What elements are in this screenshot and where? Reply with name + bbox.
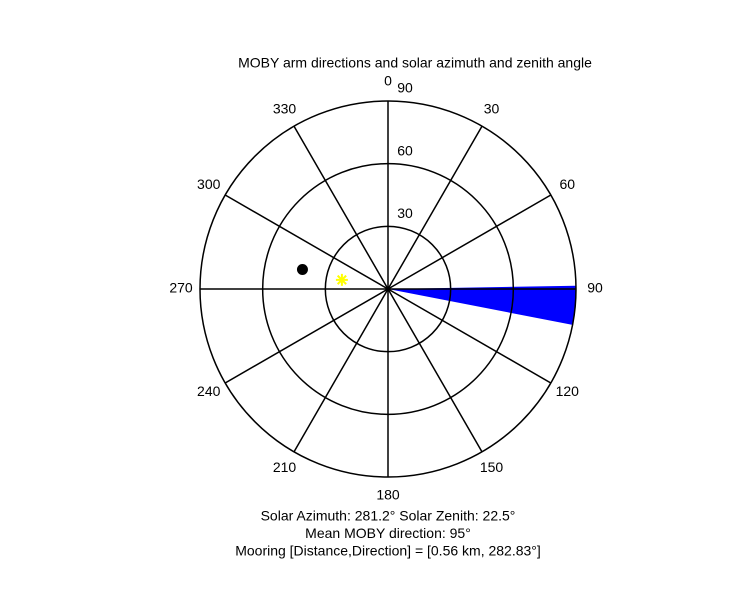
grid-spoke [387, 125, 483, 290]
grid-spoke [293, 125, 389, 290]
annotation: Mean MOBY direction: 95° [305, 525, 471, 541]
moby-wedge [388, 285, 576, 325]
theta-tick-label: 120 [556, 383, 580, 399]
theta-tick-label: 180 [376, 487, 400, 503]
sun-marker [335, 273, 348, 286]
annotation: Solar Azimuth: 281.2° Solar Zenith: 22.5… [261, 508, 516, 524]
r-tick-label: 60 [397, 142, 413, 158]
theta-tick-label: 270 [169, 280, 193, 296]
theta-tick-label: 30 [484, 100, 500, 116]
r-tick-label: 30 [397, 205, 413, 221]
theta-tick-label: 150 [480, 459, 504, 475]
theta-tick-label: 300 [197, 176, 221, 192]
theta-tick-label: 210 [273, 459, 297, 475]
mooring-marker [296, 264, 308, 276]
theta-tick-label: 90 [587, 280, 603, 296]
theta-tick-label: 60 [559, 176, 575, 192]
grid-spoke [293, 288, 389, 453]
r-tick-label: 90 [397, 80, 413, 96]
sun-marker-stroke [336, 274, 347, 285]
grid-spoke [224, 194, 389, 290]
theta-tick-label: 240 [197, 383, 221, 399]
theta-tick-label: 330 [273, 100, 297, 116]
chart-title: MOBY arm directions and solar azimuth an… [238, 55, 592, 71]
theta-tick-label: 0 [384, 73, 392, 89]
grid-spoke [224, 288, 389, 384]
annotation: Mooring [Distance,Direction] = [0.56 km,… [235, 543, 541, 559]
grid-spoke [387, 288, 552, 384]
grid-spoke [387, 288, 483, 453]
grid-spoke [387, 194, 552, 290]
